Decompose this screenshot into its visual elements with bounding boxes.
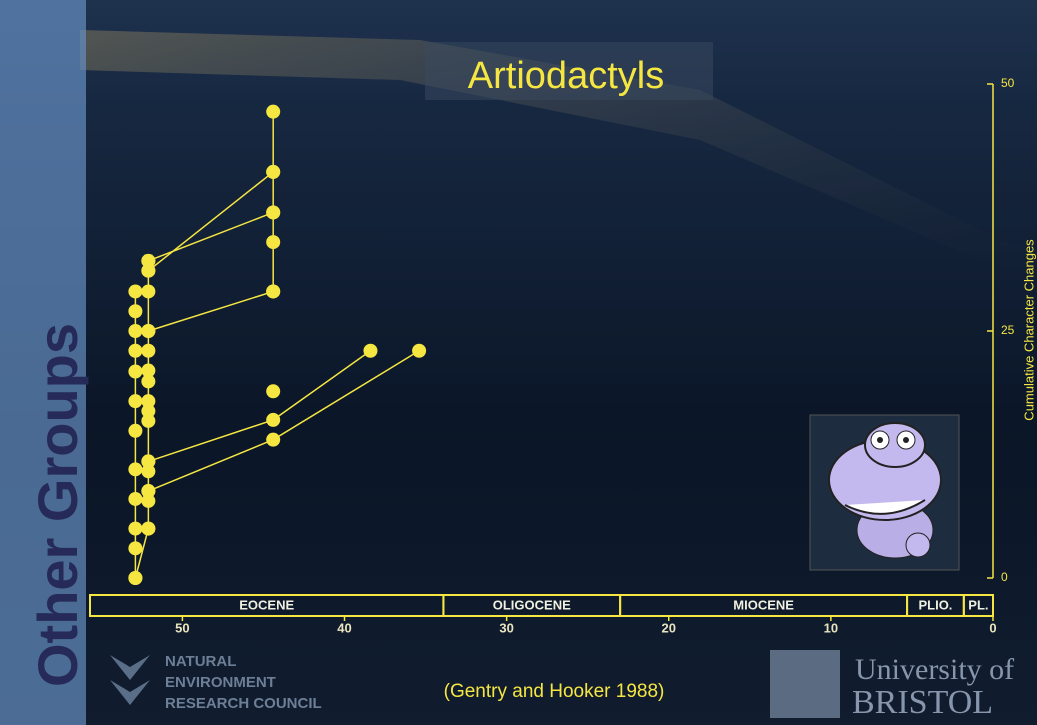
taxon-point <box>141 394 155 408</box>
taxon-point <box>266 433 280 447</box>
bristol-text: BRISTOL <box>852 684 993 721</box>
epoch-label: MIOCENE <box>733 597 794 612</box>
y-tick-label: 0 <box>1001 570 1008 584</box>
taxon-point <box>128 571 142 585</box>
taxon-point <box>363 344 377 358</box>
taxon-point <box>128 541 142 555</box>
taxon-point <box>141 484 155 498</box>
x-tick-label: 0 <box>989 620 996 635</box>
taxon-point <box>141 324 155 338</box>
hippo-illustration <box>810 415 959 570</box>
taxon-point <box>266 384 280 398</box>
x-tick-label: 40 <box>337 620 351 635</box>
taxon-point <box>266 284 280 298</box>
taxon-point <box>266 205 280 219</box>
epoch-label: PL. <box>968 597 988 612</box>
nerc-text: NATURAL <box>165 653 236 670</box>
taxon-point <box>141 344 155 358</box>
taxon-point <box>266 235 280 249</box>
taxon-point <box>266 105 280 119</box>
taxon-point <box>128 522 142 536</box>
x-tick-label: 30 <box>499 620 513 635</box>
taxon-point <box>128 365 142 379</box>
bristol-text: University of <box>855 653 1014 686</box>
nerc-text: RESEARCH COUNCIL <box>165 695 322 712</box>
taxon-point <box>266 165 280 179</box>
taxon-point <box>141 364 155 378</box>
epoch-label: OLIGOCENE <box>493 597 571 612</box>
epoch-label: PLIO. <box>918 597 952 612</box>
x-tick-label: 20 <box>662 620 676 635</box>
chart: Other Groups Artiodactyls Cumulative Cha… <box>0 0 1037 725</box>
x-tick-label: 10 <box>824 620 838 635</box>
epoch-label: EOCENE <box>239 597 294 612</box>
y-tick-label: 25 <box>1001 323 1015 337</box>
taxon-point <box>141 284 155 298</box>
taxon-point <box>128 394 142 408</box>
y-axis-label: Cumulative Character Changes <box>1021 239 1036 421</box>
taxon-point <box>128 344 142 358</box>
bristol-crest <box>770 650 840 718</box>
x-tick-label: 50 <box>175 620 189 635</box>
taxon-point <box>128 462 142 476</box>
citation: (Gentry and Hooker 1988) <box>444 681 665 702</box>
taxon-point <box>128 424 142 438</box>
taxon-point <box>128 304 142 318</box>
nerc-text: ENVIRONMENT <box>165 674 276 691</box>
taxon-point <box>128 284 142 298</box>
y-tick-label: 50 <box>1001 76 1015 90</box>
taxon-point <box>141 454 155 468</box>
taxon-point <box>266 413 280 427</box>
chart-title: Artiodactyls <box>468 55 664 97</box>
slide-title: Other Groups <box>26 323 89 687</box>
taxon-point <box>141 522 155 536</box>
taxon-point <box>128 492 142 506</box>
slide: Other Groups Artiodactyls Cumulative Cha… <box>0 0 1037 725</box>
taxon-point <box>141 264 155 278</box>
taxon-point <box>412 344 426 358</box>
taxon-point <box>128 324 142 338</box>
